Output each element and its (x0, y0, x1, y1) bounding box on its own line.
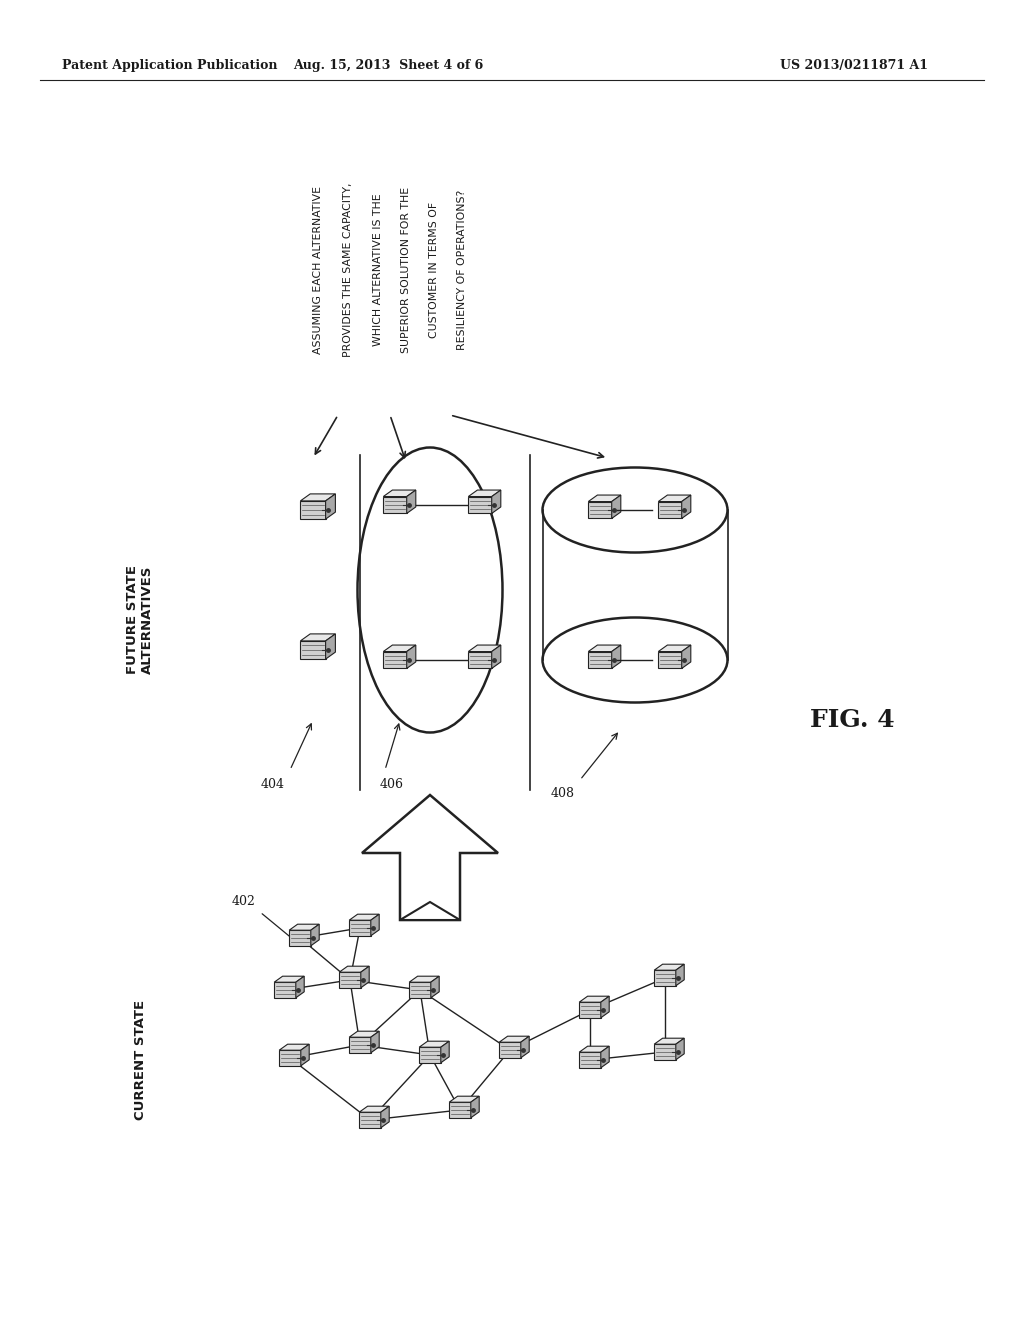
Polygon shape (383, 490, 416, 496)
Polygon shape (440, 1041, 450, 1063)
Polygon shape (654, 964, 684, 970)
Polygon shape (611, 495, 621, 519)
Text: 406: 406 (380, 777, 404, 791)
Polygon shape (431, 977, 439, 998)
Polygon shape (300, 634, 336, 642)
Text: 408: 408 (551, 787, 575, 800)
Polygon shape (289, 931, 311, 946)
Polygon shape (326, 634, 336, 659)
Polygon shape (326, 494, 336, 519)
Text: PROVIDES THE SAME CAPACITY,: PROVIDES THE SAME CAPACITY, (343, 182, 353, 358)
Polygon shape (500, 1036, 529, 1043)
Text: SUPERIOR SOLUTION FOR THE: SUPERIOR SOLUTION FOR THE (401, 187, 411, 352)
Polygon shape (349, 915, 379, 920)
Polygon shape (362, 795, 498, 920)
Polygon shape (280, 1051, 301, 1065)
Polygon shape (468, 645, 501, 652)
Polygon shape (300, 500, 326, 519)
Polygon shape (289, 924, 319, 931)
Polygon shape (349, 920, 371, 936)
Text: 404: 404 (261, 777, 285, 791)
Polygon shape (274, 977, 304, 982)
Polygon shape (682, 645, 691, 668)
Polygon shape (611, 645, 621, 668)
Polygon shape (658, 502, 682, 519)
Text: CURRENT STATE: CURRENT STATE (133, 1001, 146, 1121)
Polygon shape (658, 645, 691, 652)
Polygon shape (359, 1113, 381, 1127)
Polygon shape (349, 1031, 379, 1038)
Polygon shape (468, 652, 492, 668)
Polygon shape (301, 1044, 309, 1065)
Polygon shape (471, 1096, 479, 1118)
Polygon shape (407, 645, 416, 668)
Polygon shape (419, 1041, 450, 1047)
Polygon shape (580, 1052, 601, 1068)
Polygon shape (410, 977, 439, 982)
Polygon shape (371, 915, 379, 936)
Text: WHICH ALTERNATIVE IS THE: WHICH ALTERNATIVE IS THE (373, 194, 383, 346)
Polygon shape (349, 1038, 371, 1053)
Text: 402: 402 (231, 895, 255, 908)
Polygon shape (468, 496, 492, 513)
Polygon shape (682, 495, 691, 519)
Polygon shape (676, 1039, 684, 1060)
Polygon shape (419, 1047, 440, 1063)
Polygon shape (400, 902, 460, 920)
Text: Patent Application Publication: Patent Application Publication (62, 58, 278, 71)
Text: FIG. 4: FIG. 4 (810, 708, 895, 733)
Text: FUTURE STATE
ALTERNATIVES: FUTURE STATE ALTERNATIVES (126, 565, 154, 675)
Polygon shape (676, 964, 684, 986)
Polygon shape (360, 966, 370, 987)
Polygon shape (450, 1102, 471, 1118)
Polygon shape (654, 970, 676, 986)
Polygon shape (654, 1039, 684, 1044)
Polygon shape (383, 652, 407, 668)
Polygon shape (658, 652, 682, 668)
Polygon shape (371, 1031, 379, 1053)
Polygon shape (339, 973, 360, 987)
Polygon shape (580, 1002, 601, 1018)
Polygon shape (500, 1043, 521, 1057)
Polygon shape (296, 977, 304, 998)
Polygon shape (492, 490, 501, 513)
Text: CUSTOMER IN TERMS OF: CUSTOMER IN TERMS OF (429, 202, 439, 338)
Polygon shape (601, 1047, 609, 1068)
Polygon shape (311, 924, 319, 946)
Polygon shape (383, 496, 407, 513)
Polygon shape (580, 997, 609, 1002)
Polygon shape (601, 997, 609, 1018)
Polygon shape (300, 494, 336, 500)
Text: US 2013/0211871 A1: US 2013/0211871 A1 (780, 58, 928, 71)
Polygon shape (300, 642, 326, 659)
Polygon shape (658, 495, 691, 502)
Polygon shape (407, 490, 416, 513)
Polygon shape (468, 490, 501, 496)
Polygon shape (383, 645, 416, 652)
Polygon shape (450, 1096, 479, 1102)
Polygon shape (492, 645, 501, 668)
Polygon shape (589, 495, 621, 502)
Polygon shape (410, 982, 431, 998)
Text: RESILIENCY OF OPERATIONS?: RESILIENCY OF OPERATIONS? (457, 190, 467, 350)
Polygon shape (274, 982, 296, 998)
Polygon shape (589, 645, 621, 652)
Text: ASSUMING EACH ALTERNATIVE: ASSUMING EACH ALTERNATIVE (313, 186, 323, 354)
Polygon shape (339, 966, 370, 973)
Polygon shape (521, 1036, 529, 1057)
Polygon shape (589, 502, 611, 519)
Polygon shape (580, 1047, 609, 1052)
Polygon shape (359, 1106, 389, 1113)
Polygon shape (381, 1106, 389, 1127)
Polygon shape (654, 1044, 676, 1060)
Text: Aug. 15, 2013  Sheet 4 of 6: Aug. 15, 2013 Sheet 4 of 6 (293, 58, 483, 71)
Polygon shape (280, 1044, 309, 1051)
Polygon shape (589, 652, 611, 668)
